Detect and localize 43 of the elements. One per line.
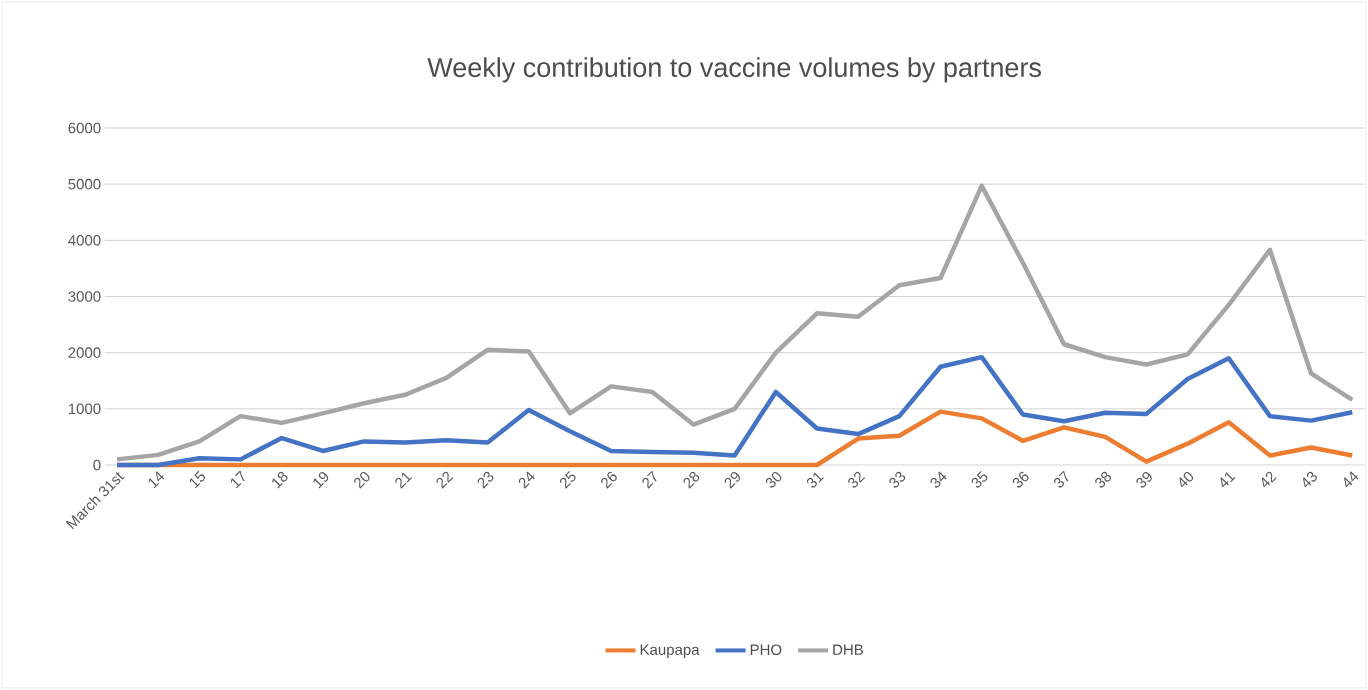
y-tick-label: 2000 [68, 347, 101, 358]
x-tick-label: 18 [272, 471, 288, 489]
x-tick-label: 15 [189, 470, 205, 489]
y-tick-label: 3000 [68, 291, 101, 302]
x-tick-label: 14 [148, 471, 165, 489]
x-tick-label: 19 [313, 471, 329, 489]
x-tick-label: 20 [354, 471, 370, 489]
x-tick-label: 26 [601, 471, 617, 489]
x-tick-label: 33 [889, 471, 906, 488]
x-tick-label: 27 [642, 470, 657, 489]
y-tick-label: 0 [93, 459, 101, 471]
legend-label: DHB [833, 644, 863, 655]
x-tick-label: 17 [230, 470, 245, 489]
legend-label: PHO [750, 644, 782, 656]
x-tick-label: 36 [1012, 471, 1029, 488]
x-tick-label: 44 [1344, 471, 1359, 488]
x-tick-label: 30 [765, 471, 782, 488]
x-tick-label: 39 [1136, 471, 1152, 488]
y-tick-label: 4000 [68, 235, 101, 246]
x-tick-label: 31 [806, 472, 824, 488]
x-tick-label: 21 [395, 472, 413, 489]
x-tick-label: 43 [1302, 471, 1317, 488]
x-tick-label: 32 [848, 471, 866, 488]
legend-label: Kaupapa [640, 644, 700, 658]
x-tick-label: 22 [436, 471, 454, 489]
y-tick-label: 1000 [68, 403, 101, 415]
x-tick-label: 25 [559, 470, 576, 489]
y-tick-label: 5000 [68, 178, 101, 190]
x-tick-label: 42 [1261, 471, 1277, 488]
line-series [114, 354, 1355, 468]
x-tick-label: 37 [1054, 470, 1069, 488]
x-tick-label: 24 [518, 471, 535, 489]
y-tick-label: 6000 [68, 122, 101, 134]
x-tick-label: 28 [683, 471, 700, 489]
x-tick-label: 41 [1220, 472, 1236, 488]
x-tick-label: 29 [724, 471, 741, 489]
x-tick-label: 34 [930, 471, 947, 488]
x-tick-label: 35 [971, 470, 988, 488]
x-tick-label: 23 [477, 471, 494, 489]
chart-title: Weekly contribution to vaccine volumes by partners [427, 57, 1041, 83]
line-series [114, 183, 1355, 462]
x-tick-label: 38 [1095, 471, 1112, 488]
x-tick-label: 40 [1179, 471, 1194, 488]
